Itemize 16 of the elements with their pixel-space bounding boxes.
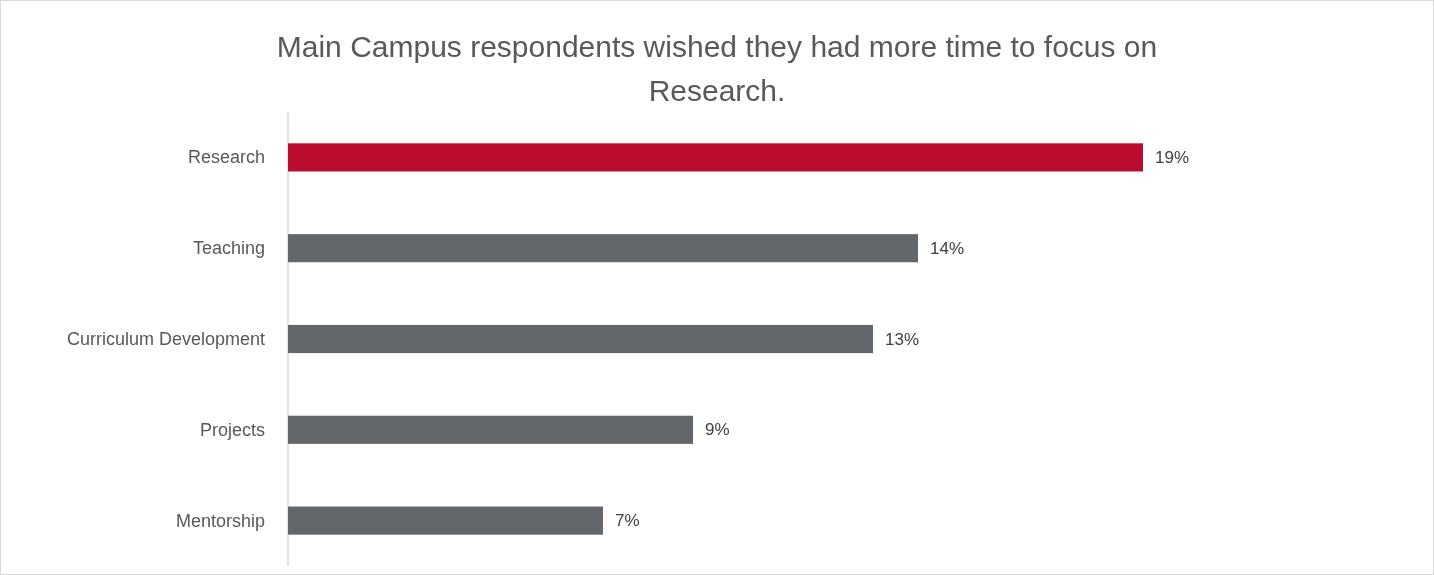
y-tick-label: Mentorship bbox=[175, 510, 265, 531]
bar bbox=[288, 506, 603, 535]
bar bbox=[288, 234, 918, 263]
data-label: 19% bbox=[1155, 147, 1190, 167]
bar bbox=[288, 143, 1143, 172]
chart-title: Main Campus respondents wished they had more time to focus on Research. bbox=[276, 30, 1158, 107]
bar bbox=[288, 324, 873, 354]
data-label: 7% bbox=[615, 511, 640, 531]
y-tick-label: Research bbox=[187, 147, 265, 168]
data-label: 14% bbox=[930, 238, 965, 258]
data-label: 13% bbox=[885, 329, 920, 349]
data-label: 9% bbox=[705, 420, 730, 440]
y-tick-label: Projects bbox=[199, 419, 265, 440]
bar bbox=[288, 415, 693, 444]
y-tick-label: Curriculum Development bbox=[66, 329, 265, 349]
y-tick-label: Teaching bbox=[192, 238, 265, 259]
